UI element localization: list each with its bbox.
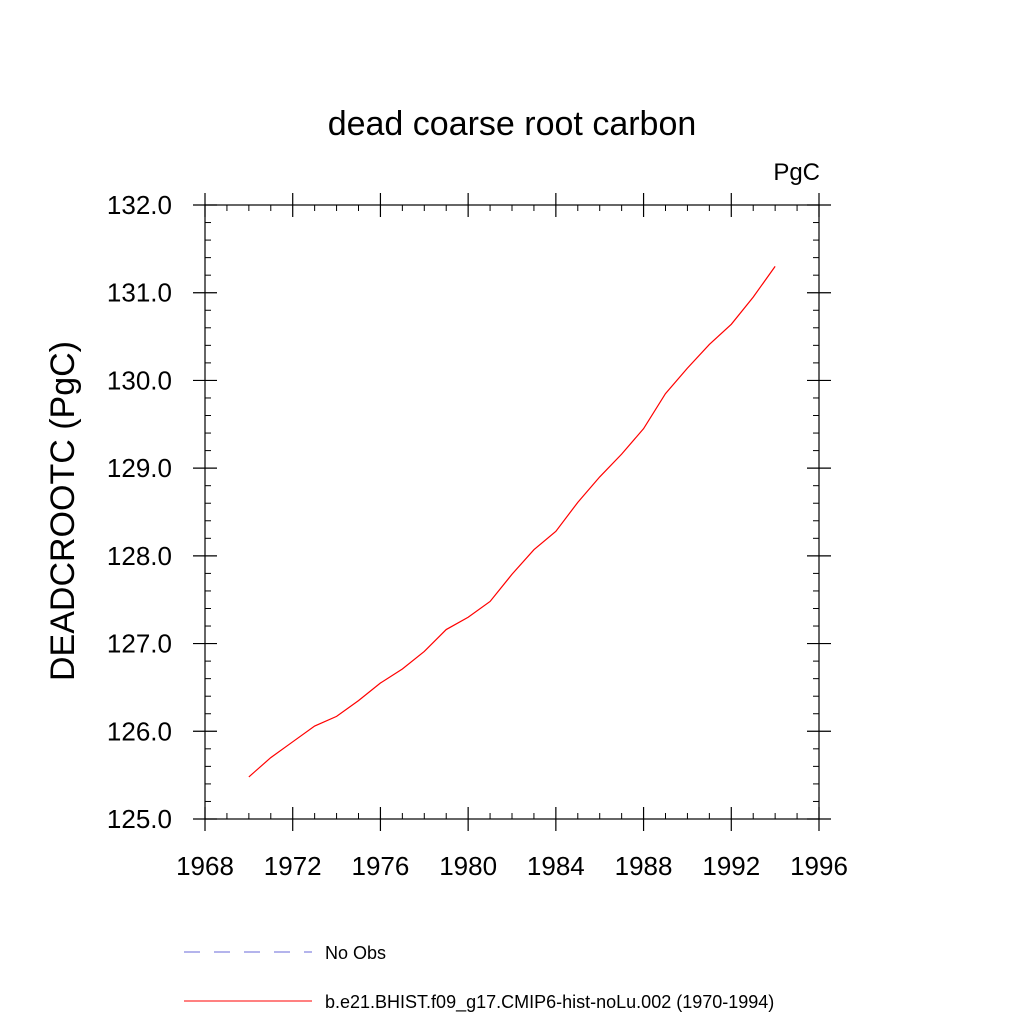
x-tick-label: 1976	[352, 851, 410, 881]
x-tick-label: 1972	[264, 851, 322, 881]
y-tick-label: 128.0	[107, 541, 172, 571]
legend-label: b.e21.BHIST.f09_g17.CMIP6-hist-noLu.002 …	[325, 992, 774, 1013]
y-tick-label: 126.0	[107, 716, 172, 746]
legend-label: No Obs	[325, 943, 386, 963]
y-tick-label: 130.0	[107, 365, 172, 395]
x-tick-label: 1968	[176, 851, 234, 881]
x-tick-label: 1988	[615, 851, 673, 881]
x-tick-label: 1996	[790, 851, 848, 881]
y-tick-label: 129.0	[107, 453, 172, 483]
series-line	[248, 266, 776, 778]
y-axis-label: DEADCROOTC (PgC)	[44, 341, 82, 681]
y-tick-label: 132.0	[107, 190, 172, 220]
plot-frame	[204, 204, 820, 820]
chart-title: dead coarse root carbon	[328, 105, 697, 143]
y-tick-label: 131.0	[107, 278, 172, 308]
y-tick-label: 125.0	[107, 804, 172, 834]
y-tick-label: 127.0	[107, 629, 172, 659]
units-label: PgC	[773, 159, 820, 186]
x-tick-label: 1984	[527, 851, 585, 881]
x-tick-label: 1980	[439, 851, 497, 881]
x-tick-label: 1992	[702, 851, 760, 881]
